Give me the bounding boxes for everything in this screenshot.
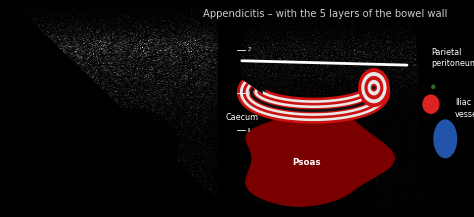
Text: Caecum: Caecum <box>225 113 258 122</box>
Polygon shape <box>235 7 239 210</box>
Ellipse shape <box>307 89 311 94</box>
Text: Psoas: Psoas <box>292 158 321 167</box>
Text: 2': 2' <box>248 47 252 53</box>
Text: II: II <box>248 91 251 96</box>
Polygon shape <box>237 80 390 124</box>
Ellipse shape <box>361 72 386 103</box>
Text: Iliac
vessels: Iliac vessels <box>455 99 474 118</box>
Polygon shape <box>235 0 474 7</box>
Ellipse shape <box>422 94 439 114</box>
Polygon shape <box>414 7 474 217</box>
Text: Parietal
peritoneum: Parietal peritoneum <box>431 48 474 68</box>
Text: II: II <box>248 128 251 133</box>
Ellipse shape <box>365 76 383 99</box>
Ellipse shape <box>372 86 375 90</box>
Ellipse shape <box>431 84 436 89</box>
Polygon shape <box>240 81 387 121</box>
Ellipse shape <box>367 80 380 95</box>
Polygon shape <box>218 7 235 217</box>
Polygon shape <box>245 110 395 207</box>
Ellipse shape <box>433 119 457 158</box>
Polygon shape <box>248 86 379 113</box>
Text: Appendicitis – with the 5 layers of the bowel wall: Appendicitis – with the 5 layers of the … <box>203 9 448 19</box>
Polygon shape <box>235 210 474 217</box>
Polygon shape <box>0 0 235 7</box>
Ellipse shape <box>371 84 377 92</box>
Polygon shape <box>243 83 384 118</box>
Ellipse shape <box>358 68 390 107</box>
Polygon shape <box>0 210 235 217</box>
Polygon shape <box>250 87 377 112</box>
Polygon shape <box>0 7 235 217</box>
Polygon shape <box>246 84 382 116</box>
